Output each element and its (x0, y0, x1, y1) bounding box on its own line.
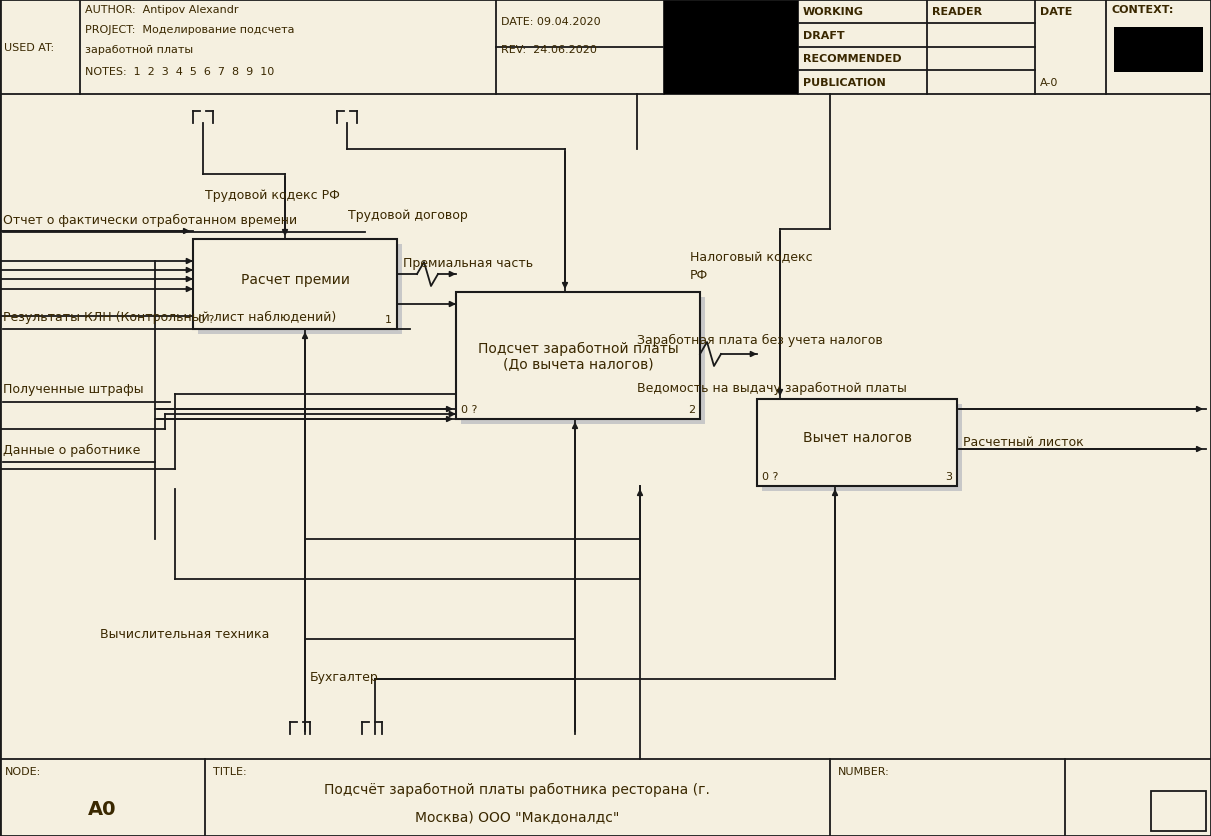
Text: 0 ?: 0 ? (762, 472, 779, 482)
Text: 3: 3 (945, 472, 952, 482)
Text: TITLE:: TITLE: (213, 766, 247, 776)
Bar (397, 245, 402, 334)
Text: Вычислительная техника: Вычислительная техника (101, 628, 269, 640)
Bar (199, 329, 402, 334)
Bar (193, 240, 397, 329)
Bar (664, 0, 798, 95)
Text: Отчет о фактически отработанном времени: Отчет о фактически отработанном времени (2, 213, 297, 227)
Text: CONTEXT:: CONTEXT: (1110, 5, 1173, 15)
Bar (461, 420, 705, 425)
Text: AUTHOR:  Antipov Alexandr: AUTHOR: Antipov Alexandr (85, 5, 239, 15)
Text: Расчет премии: Расчет премии (241, 273, 350, 287)
Text: DATE: 09.04.2020: DATE: 09.04.2020 (501, 17, 601, 27)
Text: Трудовой договор: Трудовой договор (348, 208, 467, 222)
Bar (757, 400, 957, 487)
Bar (700, 298, 705, 425)
Text: DATE: DATE (1040, 7, 1073, 17)
Text: 0 ?: 0 ? (199, 314, 214, 324)
Text: DRAFT: DRAFT (803, 31, 844, 41)
Bar (457, 293, 700, 420)
Text: 1: 1 (385, 314, 392, 324)
Text: 0 ?: 0 ? (461, 405, 477, 415)
Text: Подсчёт заработной платы работника ресторана (г.: Подсчёт заработной платы работника ресто… (325, 782, 710, 796)
Text: A-0: A-0 (1040, 78, 1058, 88)
Text: RECOMMENDED: RECOMMENDED (803, 54, 902, 64)
Text: USED AT:: USED AT: (4, 43, 54, 53)
Text: Данные о работнике: Данные о работнике (2, 443, 140, 456)
Text: 2: 2 (688, 405, 695, 415)
Bar (1150, 791, 1206, 831)
Text: NODE:: NODE: (5, 766, 41, 776)
Text: Трудовой кодекс РФ: Трудовой кодекс РФ (205, 188, 340, 201)
Text: Премиальная часть: Премиальная часть (403, 256, 533, 269)
Text: (До вычета налогов): (До вычета налогов) (503, 357, 653, 371)
Text: Бухгалтер: Бухгалтер (310, 670, 379, 684)
Text: PROJECT:  Моделирование подсчета: PROJECT: Моделирование подсчета (85, 25, 294, 35)
Text: REV:  24.06.2020: REV: 24.06.2020 (501, 45, 597, 55)
Text: PUBLICATION: PUBLICATION (803, 78, 885, 88)
Text: NUMBER:: NUMBER: (838, 766, 890, 776)
Bar (1114, 28, 1203, 73)
Text: Полученные штрафы: Полученные штрафы (2, 383, 144, 396)
Text: Подсчет заработной платы: Подсчет заработной платы (477, 341, 678, 355)
Text: Москва) ООО "Макдоналдс": Москва) ООО "Макдоналдс" (415, 809, 619, 823)
Text: Ведомость на выдачу заработной платы: Ведомость на выдачу заработной платы (637, 381, 907, 394)
Text: Налоговый кодекс: Налоговый кодекс (690, 251, 813, 264)
Text: заработной платы: заработной платы (85, 45, 193, 55)
Text: NOTES:  1  2  3  4  5  6  7  8  9  10: NOTES: 1 2 3 4 5 6 7 8 9 10 (85, 67, 274, 77)
Bar (957, 405, 962, 492)
Text: Вычет налогов: Вычет налогов (803, 431, 912, 445)
Text: Результаты КЛН (Контрольный лист наблюдений): Результаты КЛН (Контрольный лист наблюде… (2, 310, 337, 324)
Bar (762, 487, 962, 492)
Text: A0: A0 (87, 799, 116, 818)
Text: РФ: РФ (690, 268, 708, 281)
Text: Расчетный листок: Расчетный листок (963, 435, 1084, 448)
Text: READER: READER (932, 7, 982, 17)
Text: WORKING: WORKING (803, 7, 863, 17)
Text: Заработная плата без учета налогов: Заработная плата без учета налогов (637, 333, 883, 346)
